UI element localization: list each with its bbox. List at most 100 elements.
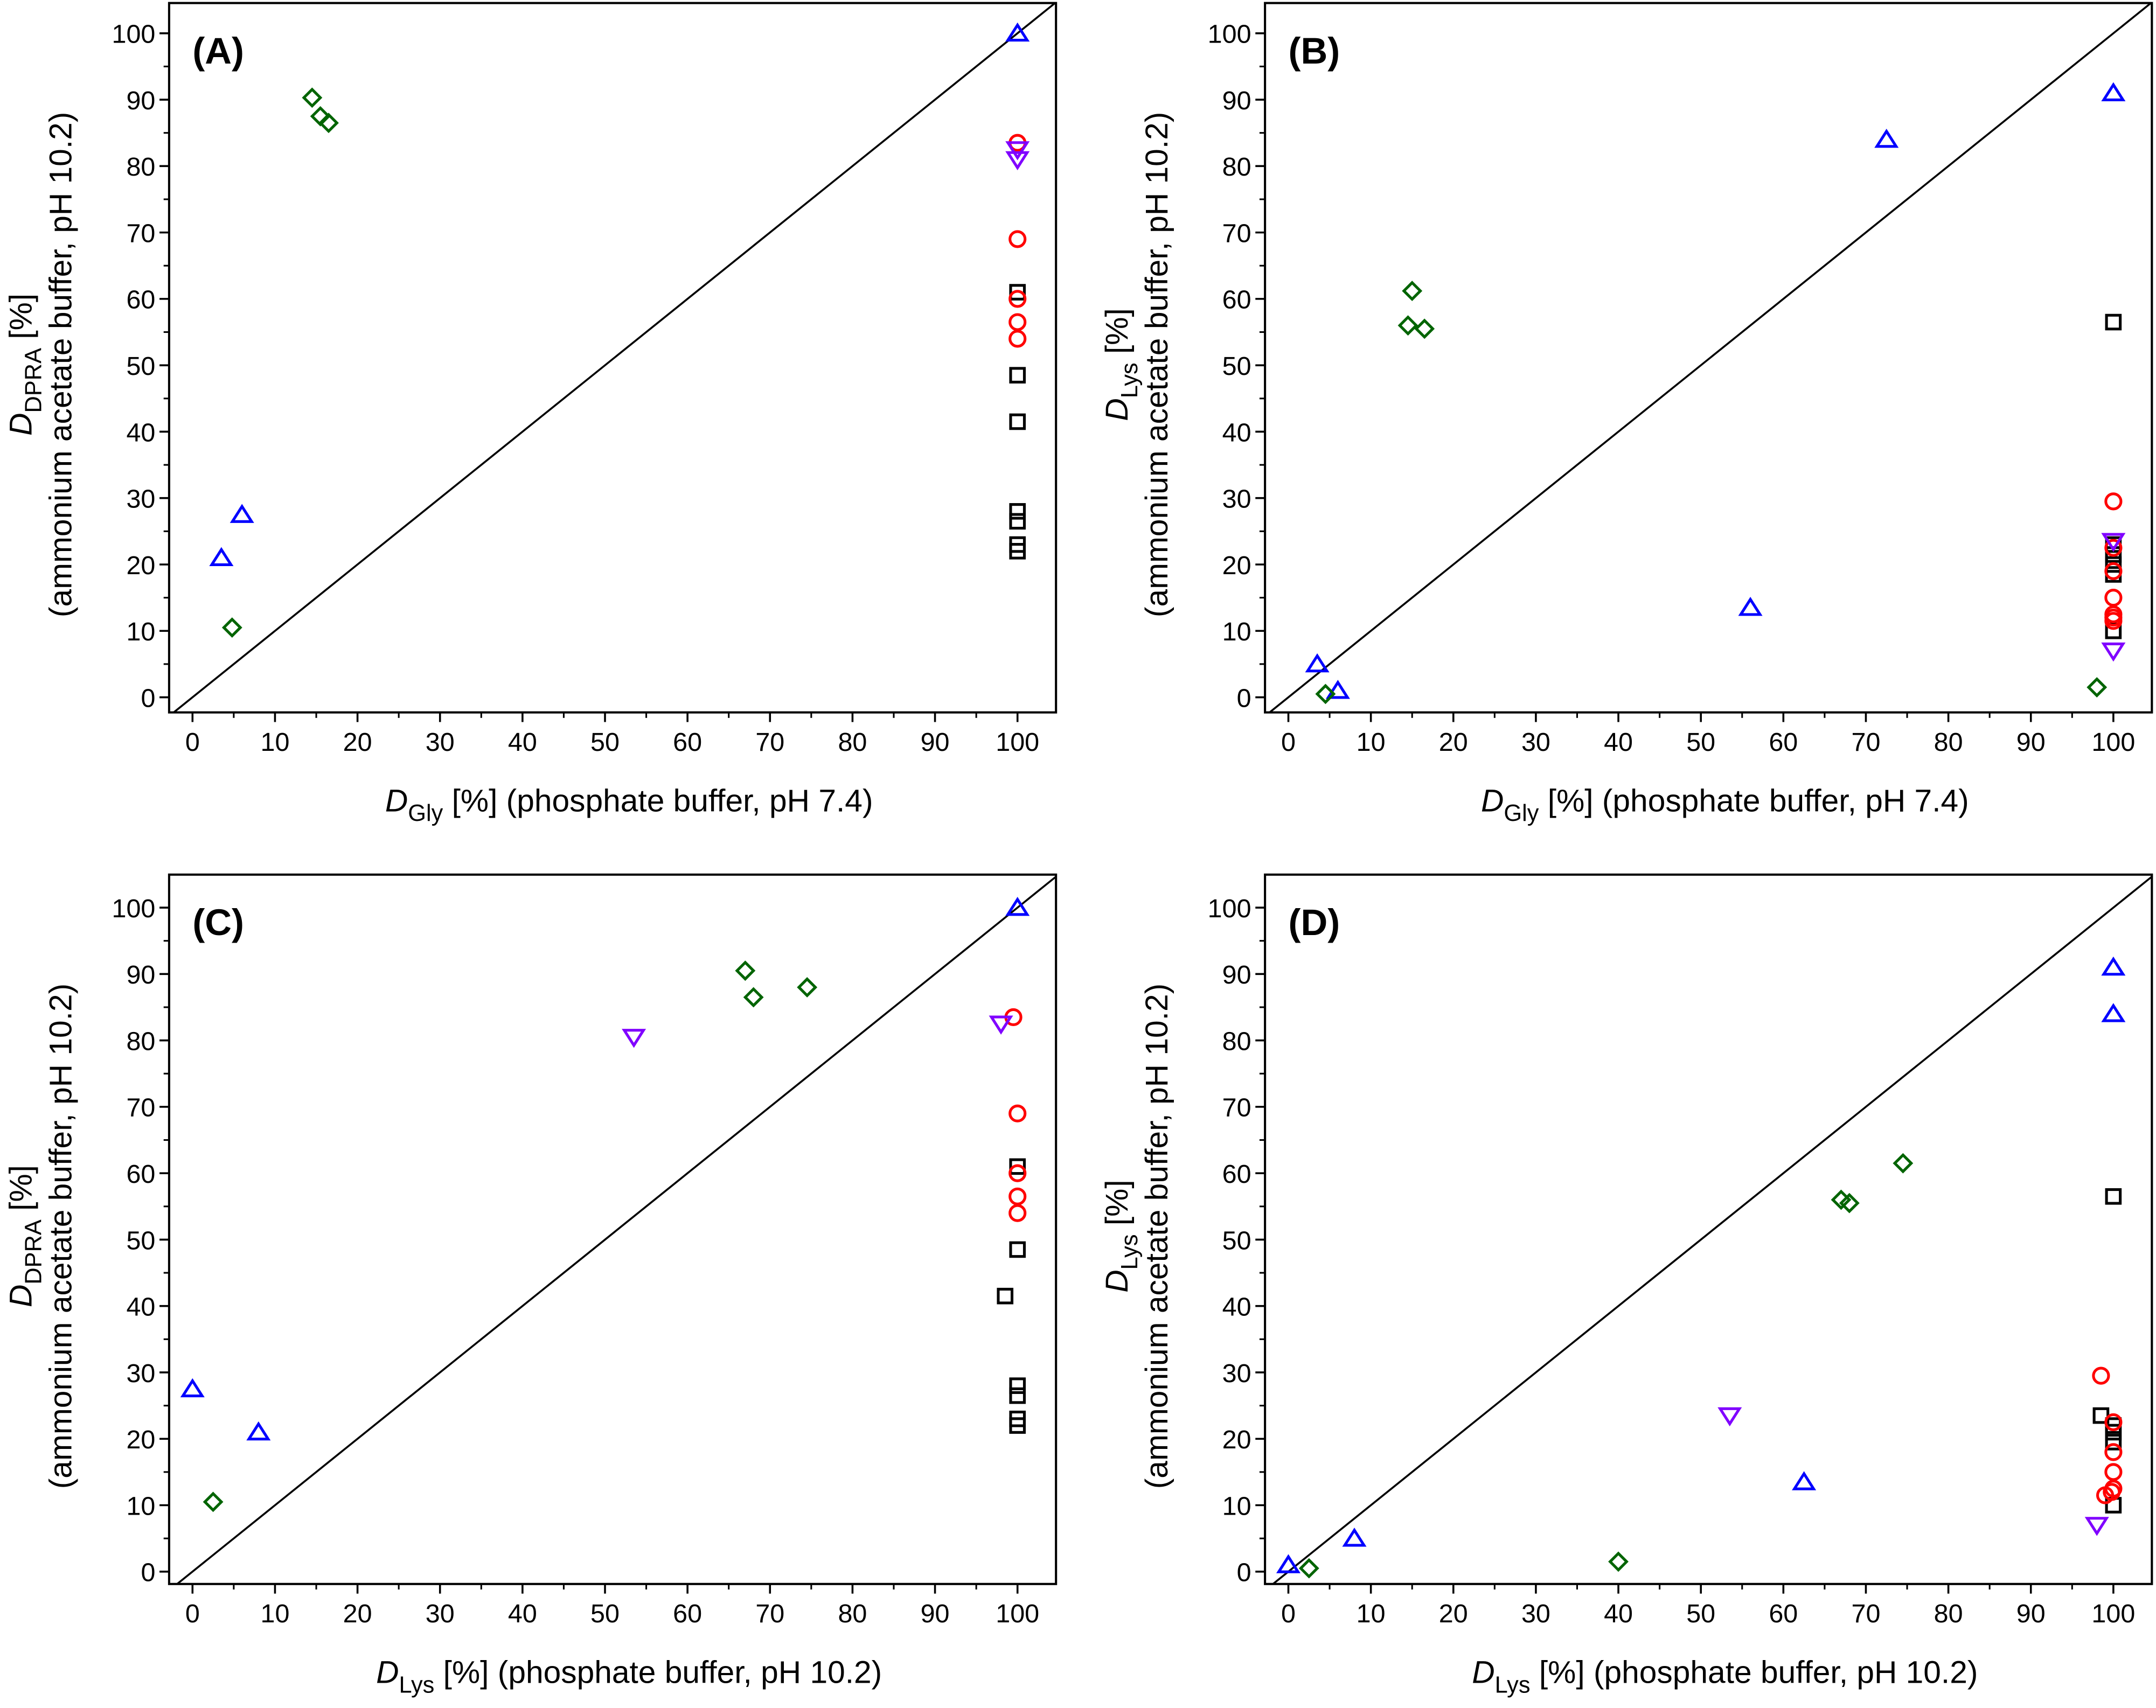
y-tick-label: 30 [126,1359,155,1388]
x-tick-label: 70 [1851,728,1880,757]
data-point-circle [1009,1187,1027,1205]
data-point-triangle-down [2101,642,2126,662]
series-black-square [1009,284,1026,560]
y-tick-label: 100 [112,20,156,49]
y-axis-label: DLys [%] [1100,1180,1143,1292]
x-tick-label: 0 [1281,728,1296,757]
data-point-square [1009,367,1026,384]
data-point-triangle-up [2101,956,2126,976]
x-label-sub: Lys [1495,1672,1531,1698]
panel-label: (B) [1289,30,1340,72]
y-tick-label: 60 [126,1160,155,1189]
y-tick-label: 10 [1222,617,1251,646]
x-tick-label: 50 [590,1599,620,1628]
data-point-triangle-up [180,1378,205,1398]
data-point-diamond [302,87,323,108]
y-tick-label: 70 [126,219,155,248]
plot-frame [168,873,1058,1585]
series-green-diamond [1315,281,2108,705]
y-tick-label: 90 [1222,960,1251,989]
series-blue-triangle [180,896,1030,1441]
x-tick-label: 40 [508,728,537,757]
data-point-triangle-down [1005,151,1030,171]
x-tick-label: 20 [343,1599,372,1628]
series-red-circle [2104,492,2123,630]
data-point-circle [2103,1483,2121,1501]
y-tick-label: 30 [1222,485,1251,514]
x-label-var: D [385,783,408,818]
series-purple-triangle [2101,533,2126,662]
x-tick-label: 40 [1604,1599,1633,1628]
data-point-circle [2104,1413,2123,1432]
x-tick-label: 80 [838,1599,867,1628]
data-point-circle [1009,330,1027,348]
x-tick-label: 20 [1439,1599,1468,1628]
x-tick-label: 60 [673,728,702,757]
x-tick-label: 50 [590,728,620,757]
y-tick-label: 50 [1222,1226,1251,1255]
plot-frame [1264,873,2153,1585]
y-tick-label: 100 [1208,894,1251,923]
data-point-diamond [1402,281,1423,302]
markers [209,22,1030,638]
x-tick-label: 90 [2016,728,2046,757]
y-label-rest: [%] [4,1165,39,1219]
y-tick-label: 60 [1222,285,1251,315]
series-red-circle [1004,1008,1027,1222]
data-point-diamond [1298,1558,1319,1579]
data-point-square [1009,1241,1026,1258]
data-point-triangle-up [2101,82,2126,102]
data-point-triangle-down [622,1029,646,1048]
x-axis-label: DLys [%] (phosphate buffer, pH 10.2) [376,1655,882,1698]
y-tick-label: 70 [1222,1093,1251,1123]
data-point-diamond [203,1491,224,1512]
x-tick-label: 100 [996,728,1039,757]
data-point-triangle-up [1874,128,1899,148]
data-point-circle [1009,1104,1027,1123]
x-tick-label: 0 [185,1599,200,1628]
x-tick-label: 30 [1521,1599,1550,1628]
data-point-square [997,1287,1014,1305]
x-tick-label: 30 [1521,728,1550,757]
data-point-square [1009,543,1026,560]
x-tick-label: 10 [1357,1599,1386,1628]
x-tick-label: 100 [2091,728,2135,757]
series-blue-triangle [209,22,1030,566]
data-point-circle [2104,539,2123,557]
panel-label: (D) [1289,902,1340,943]
y-axis-label-line2: (ammonium acetate buffer, pH 10.2) [44,112,79,617]
x-tick-label: 80 [1934,728,1963,757]
x-label-sub: Lys [399,1672,434,1698]
y-axis-label: DLys [%] [1100,308,1143,421]
data-point-diamond [735,960,756,981]
data-point-circle [2104,1443,2123,1461]
data-point-circle [1009,1204,1027,1222]
y-tick-label: 80 [1222,1027,1251,1056]
data-point-square [2105,1424,2122,1441]
data-point-diamond [318,113,339,134]
identity-line [172,3,1056,713]
y-tick-label: 90 [126,86,155,115]
y-label-var: D [4,413,39,435]
y-tick-label: 20 [1222,1425,1251,1454]
series-purple-triangle [1717,1407,2109,1536]
data-point-triangle-up [229,504,254,523]
data-point-circle [1009,1164,1027,1182]
y-tick-label: 10 [126,1491,155,1521]
x-tick-label: 60 [1769,1599,1798,1628]
data-point-triangle-down [1717,1407,1742,1427]
y-tick-label: 50 [126,352,155,381]
y-tick-label: 20 [1222,551,1251,580]
data-point-square [2105,1188,2122,1205]
x-label-sub: Gly [1504,800,1539,826]
x-tick-label: 20 [1439,728,1468,757]
identity-line [1271,875,2152,1584]
y-tick-label: 20 [126,1425,155,1454]
y-tick-label: 40 [126,418,155,447]
data-point-diamond [1315,684,1336,705]
y-tick-label: 90 [126,960,155,989]
x-axis-label: DGly [%] (phosphate buffer, pH 7.4) [1481,783,1969,826]
x-tick-label: 50 [1686,728,1715,757]
y-tick-label: 50 [126,1226,155,1255]
